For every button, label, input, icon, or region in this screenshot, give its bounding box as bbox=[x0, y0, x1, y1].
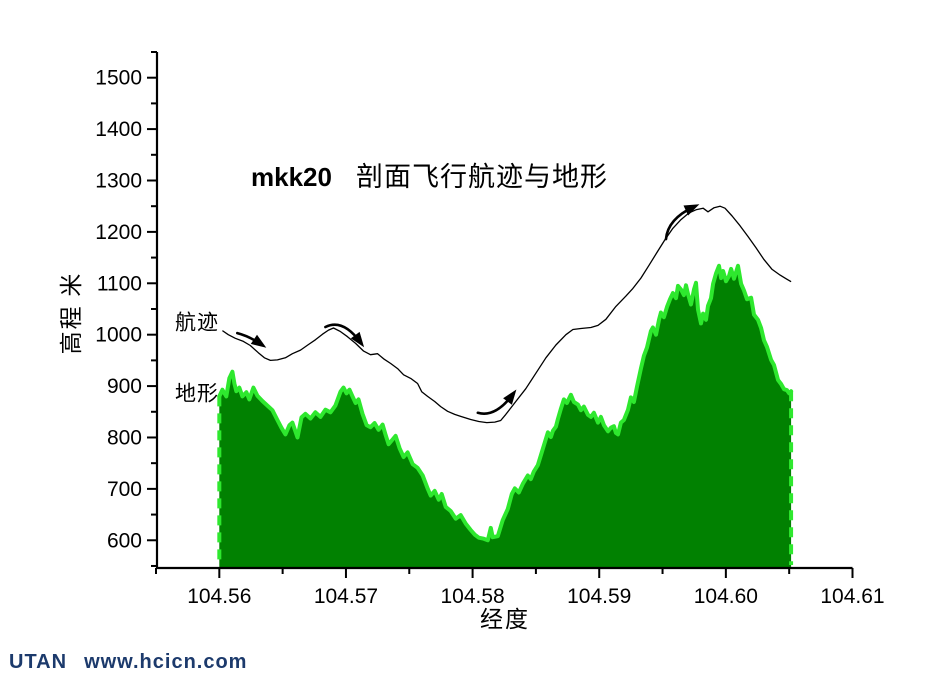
terrain-area bbox=[219, 265, 792, 567]
x-tick-label: 104.56 bbox=[187, 585, 251, 608]
chart-title: mkk20 剖面飞行航迹与地形 bbox=[251, 155, 608, 194]
flight-direction-arrowhead bbox=[683, 204, 700, 216]
y-axis-label: 高程 米 bbox=[59, 271, 84, 355]
x-tick-label: 104.59 bbox=[567, 585, 631, 608]
y-tick-label: 700 bbox=[107, 478, 142, 501]
y-tick-label: 1200 bbox=[95, 221, 142, 244]
chart-title-text: 剖面飞行航迹与地形 bbox=[355, 162, 608, 192]
x-tick-label: 104.58 bbox=[440, 585, 504, 608]
x-tick-label: 104.61 bbox=[820, 585, 884, 608]
flight-path-line bbox=[222, 205, 792, 424]
flight-direction-arrowhead bbox=[503, 389, 517, 405]
chart-title-prefix: mkk20 bbox=[251, 162, 332, 192]
terrain-outline bbox=[217, 263, 794, 543]
terrain-label: 地形 bbox=[175, 381, 219, 405]
y-tick-label: 800 bbox=[107, 426, 142, 449]
watermark: UTAN www.hcicn.com bbox=[9, 651, 247, 674]
x-axis-label: 经度 bbox=[480, 607, 530, 632]
x-tick-label: 104.57 bbox=[314, 585, 378, 608]
y-tick-label: 600 bbox=[107, 529, 142, 552]
y-tick-label: 900 bbox=[107, 375, 142, 398]
flight-direction-arrowhead bbox=[250, 334, 267, 348]
x-tick-label: 104.60 bbox=[694, 585, 758, 608]
y-tick-label: 1000 bbox=[95, 324, 142, 347]
trajectory-label: 航迹 bbox=[175, 310, 219, 334]
y-tick-label: 1300 bbox=[95, 169, 142, 192]
y-tick-label: 1400 bbox=[95, 118, 142, 141]
flight-direction-arrowhead bbox=[350, 331, 365, 348]
brand-text: UTAN bbox=[9, 651, 68, 673]
y-tick-label: 1500 bbox=[95, 67, 142, 90]
website-url: www.hcicn.com bbox=[84, 651, 248, 673]
y-tick-label: 1100 bbox=[97, 272, 142, 295]
